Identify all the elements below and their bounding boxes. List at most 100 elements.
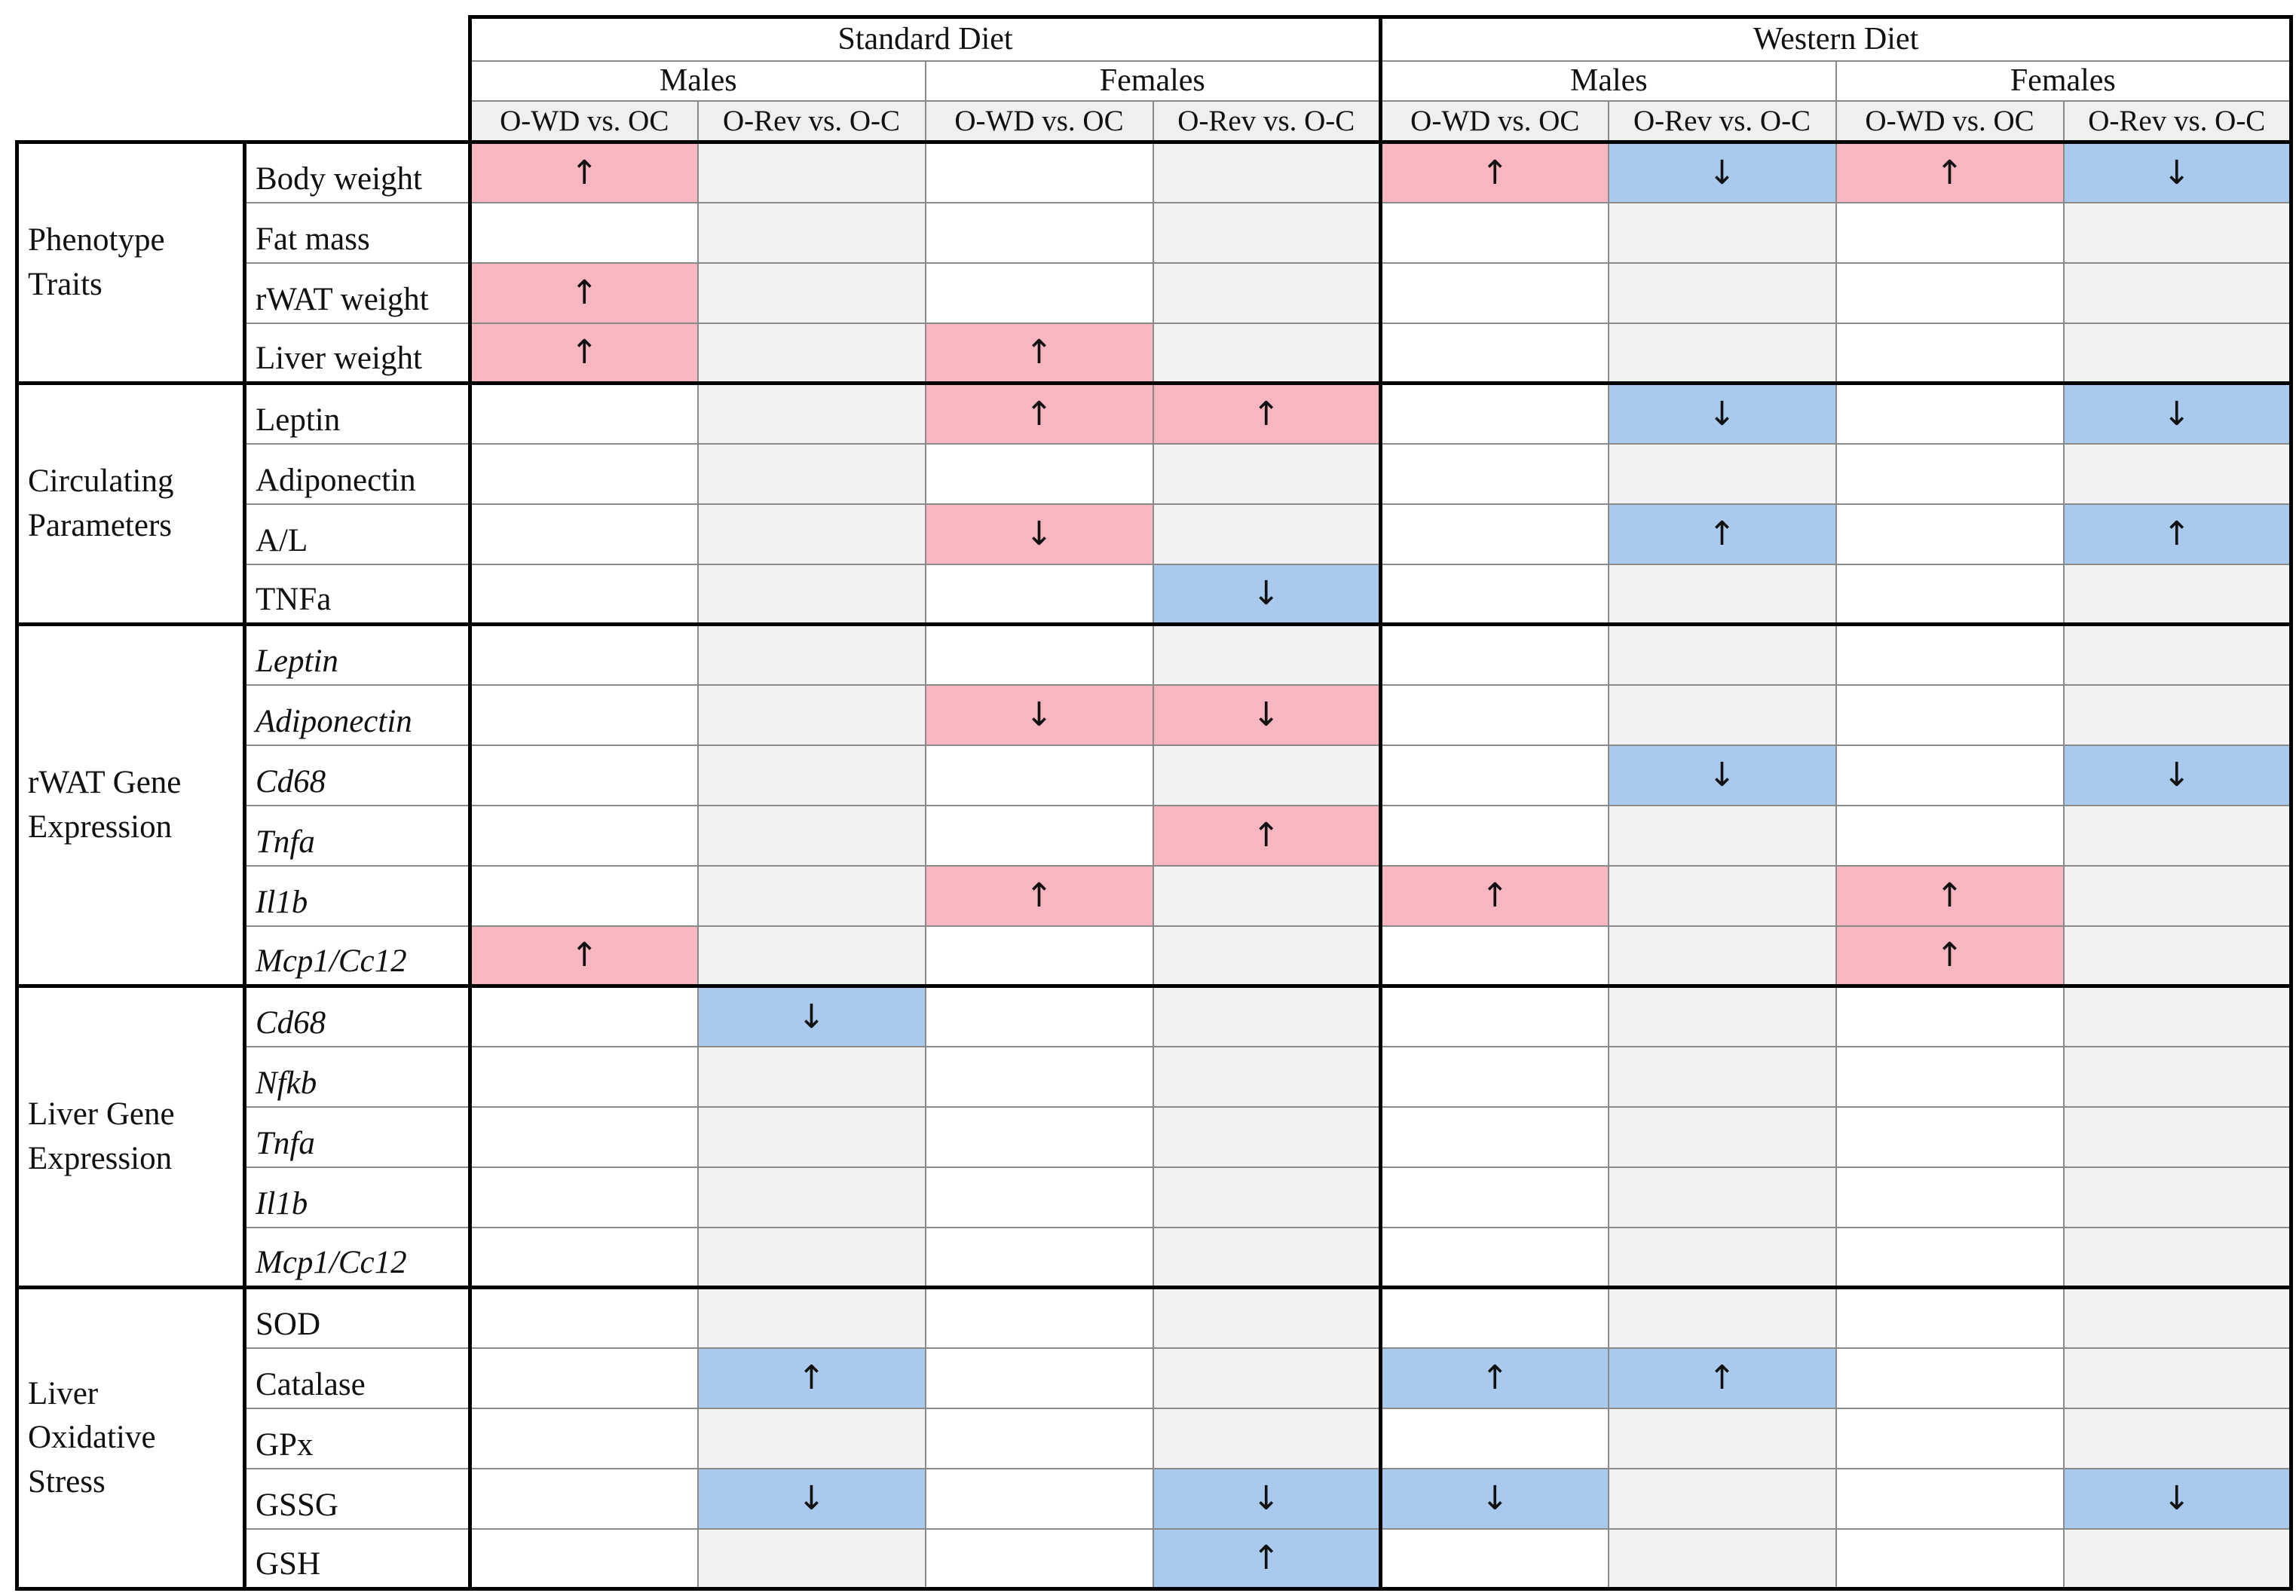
results-table: Standard Diet Western Diet Males Females Mal… <box>15 15 2294 1591</box>
result-cell <box>2062 563 2294 626</box>
arrow: ↑ <box>2163 515 2191 553</box>
result-cell: ↑ <box>1607 1347 1837 1409</box>
result-cell <box>1835 201 2065 264</box>
data-row: Tnfa <box>17 1105 2294 1168</box>
sex-header: Females <box>1835 60 2294 102</box>
row-label: Adiponectin <box>243 683 471 746</box>
result-cell <box>1607 322 1837 385</box>
result-cell <box>1835 1166 2065 1228</box>
row-label: Tnfa <box>243 1105 471 1168</box>
result-cell <box>1152 1226 1382 1289</box>
result-cell <box>924 201 1154 264</box>
result-cell <box>1835 1045 2065 1108</box>
group-label: Liver Gene Expression <box>15 984 246 1289</box>
data-row: Mcp1/Cc12 ↑ ↑ <box>17 925 2294 988</box>
result-cell <box>1607 1467 1837 1530</box>
row-label: A/L <box>243 503 471 565</box>
result-cell <box>1607 201 1837 264</box>
result-cell: ↓ <box>1152 1467 1382 1530</box>
arrow: ↑ <box>1936 876 1964 915</box>
result-cell <box>1607 1105 1837 1168</box>
arrow: ↓ <box>1025 696 1053 734</box>
result-cell: ↑ <box>468 322 699 385</box>
data-row: Circulating Parameters Leptin ↑ ↑ ↓ ↓ <box>15 381 2294 626</box>
result-cell <box>2062 1286 2294 1349</box>
result-cell <box>2062 1407 2294 1469</box>
result-cell <box>468 984 699 1047</box>
result-cell <box>1607 1045 1837 1108</box>
result-cell <box>468 381 699 445</box>
result-cell <box>1152 1407 1382 1469</box>
data-row: GPx <box>17 1407 2294 1469</box>
result-cell <box>1152 261 1382 324</box>
row-label: Body weight <box>243 140 471 203</box>
result-cell <box>2062 1045 2294 1108</box>
result-cell <box>696 1105 926 1168</box>
result-cell <box>1152 1045 1382 1108</box>
group-label: Phenotype Traits <box>15 140 246 385</box>
result-cell <box>1152 140 1382 203</box>
result-cell <box>468 1166 699 1228</box>
arrow: ↑ <box>1025 394 1053 433</box>
result-cell <box>1379 1105 1609 1168</box>
result-cell <box>2062 1166 2294 1228</box>
arrow: ↓ <box>1025 515 1053 553</box>
result-cell: ↑ <box>924 864 1154 927</box>
data-row: Il1b ↑ ↑ ↑ <box>17 864 2294 927</box>
arrow: ↑ <box>570 333 598 372</box>
data-row: A/L ↓ ↑ ↑ <box>17 503 2294 565</box>
result-cell <box>1379 1286 1609 1349</box>
result-cell <box>1607 1226 1837 1289</box>
row-label: GSH <box>243 1527 471 1591</box>
row-label: Mcp1/Cc12 <box>243 925 471 988</box>
arrow: ↓ <box>1708 756 1736 794</box>
result-cell <box>1379 261 1609 324</box>
result-cell <box>1379 1166 1609 1228</box>
result-cell: ↓ <box>1607 381 1837 445</box>
arrow: ↑ <box>1252 394 1281 433</box>
result-cell <box>924 1286 1154 1349</box>
result-cell <box>468 201 699 264</box>
comparison-header: O-WD vs. OC <box>924 99 1154 144</box>
result-cell <box>1152 201 1382 264</box>
result-cell: ↓ <box>1607 140 1837 203</box>
comparison-header: O-WD vs. OC <box>1835 99 2065 144</box>
result-cell <box>1835 322 2065 385</box>
result-cell <box>1379 563 1609 626</box>
result-cell <box>2062 1226 2294 1289</box>
result-cell: ↑ <box>1379 864 1609 927</box>
comparison-header: O-WD vs. OC <box>1379 99 1609 144</box>
result-cell <box>468 804 699 867</box>
result-cell <box>1607 683 1837 746</box>
result-cell <box>696 1226 926 1289</box>
result-cell <box>924 1045 1154 1108</box>
result-cell <box>696 261 926 324</box>
arrow: ↑ <box>1936 153 1964 192</box>
result-cell <box>1379 1407 1609 1469</box>
group-label: rWAT Gene Expression <box>15 622 246 988</box>
arrow: ↑ <box>1025 876 1053 915</box>
result-cell: ↓ <box>1607 744 1837 806</box>
result-cell <box>1152 322 1382 385</box>
result-cell <box>468 563 699 626</box>
header-row: Standard Diet Western Diet <box>17 15 2294 144</box>
result-cell: ↓ <box>1379 1467 1609 1530</box>
result-cell: ↑ <box>1835 864 2065 927</box>
diet-header: Western Diet <box>1379 15 2294 62</box>
result-cell <box>924 1166 1154 1228</box>
result-cell <box>1152 503 1382 565</box>
result-cell <box>468 1527 699 1591</box>
result-cell <box>468 442 699 505</box>
row-label: Mcp1/Cc12 <box>243 1226 471 1289</box>
result-cell: ↑ <box>1152 381 1382 445</box>
arrow: ↓ <box>2163 756 2191 794</box>
result-cell <box>696 1286 926 1349</box>
result-cell <box>1835 261 2065 324</box>
result-cell <box>924 744 1154 806</box>
row-label: GSSG <box>243 1467 471 1530</box>
result-cell <box>1379 1226 1609 1289</box>
result-cell <box>1607 984 1837 1047</box>
arrow: ↓ <box>797 997 825 1036</box>
result-cell <box>468 503 699 565</box>
